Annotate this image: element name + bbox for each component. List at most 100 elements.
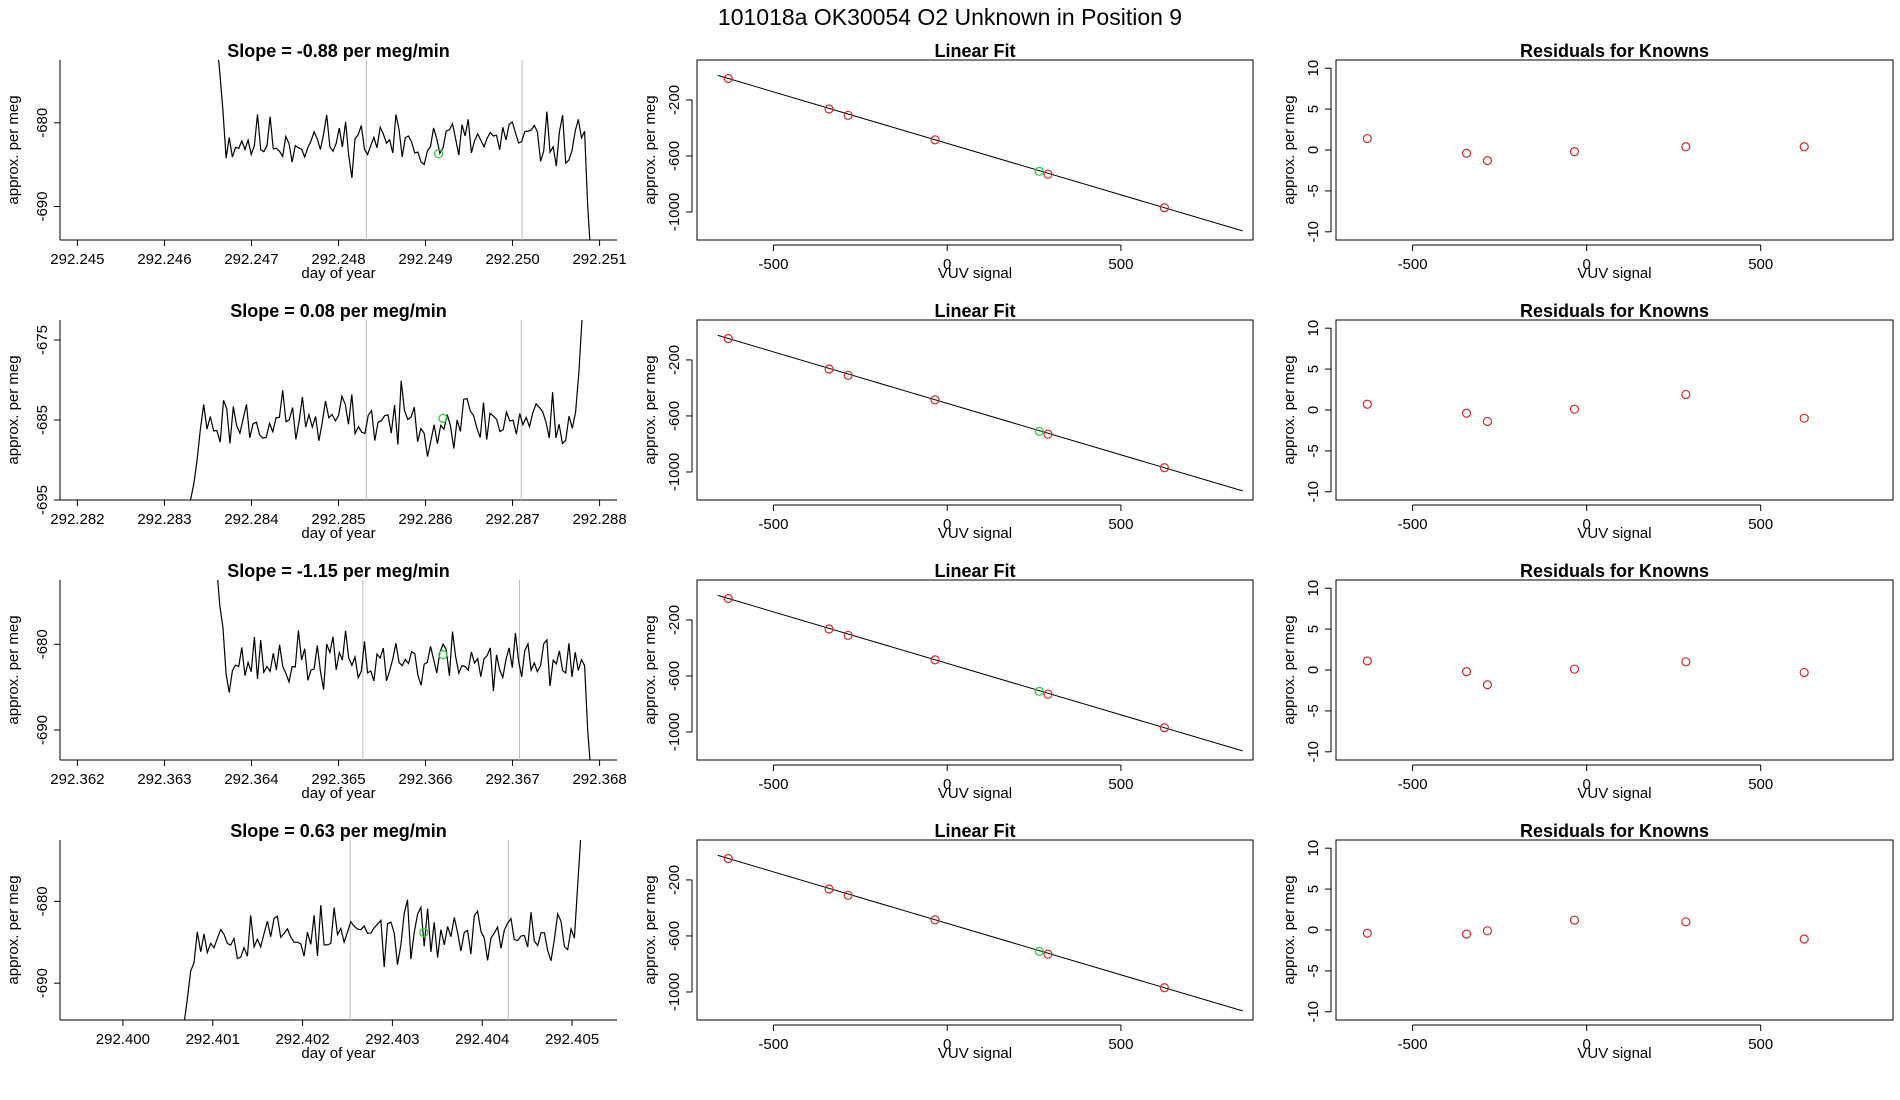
residual-point [1362,133,1372,144]
panel-title: Linear Fit [934,561,1015,581]
residuals-panel: -500 0 500 VUV signal 10 5 0 -5 -10 approx. per m… [1281,301,1894,542]
residual-point [1461,929,1472,939]
x-tick-label: 292.402 [275,1031,329,1048]
known-standard-point [843,110,853,120]
residuals-panel: -500 0 500 VUV signal 10 5 0 -5 -10 approx. per m… [1281,821,1894,1062]
x-tick-label: 292.368 [572,771,626,788]
x-tick-label: -500 [758,776,788,793]
residuals-panel: -500 0 500 VUV signal 10 5 0 -5 -10 approx. per m… [1281,561,1894,802]
linear-fit-panel: -500 0 500 VUV signal -200 -600 -1000 approx. p… [642,41,1254,282]
x-tick-label: 0 [943,1036,951,1053]
x-tick-label: 500 [1108,256,1133,273]
known-standard-point [723,333,733,344]
y-tick-label: -5 [1305,704,1322,717]
panel-title: Residuals for Knowns [1520,41,1709,61]
known-standard-point [930,655,940,665]
x-tick-label: 0 [943,516,951,533]
y-axis-label: approx. per meg [642,95,659,204]
fit-line [717,854,1243,1012]
x-axis-label: day of year [301,265,375,282]
y-tick-label: -10 [1305,221,1322,243]
panel-title: Residuals for Knowns [1520,561,1709,581]
panel-title: Linear Fit [934,41,1015,61]
known-standard-point [723,73,733,84]
known-standard-point [930,395,940,405]
panel-title: Slope = -1.15 per meg/min [227,561,450,581]
y-axis-label: approx. per meg [5,615,22,724]
y-tick-label: -200 [666,85,683,115]
linear-fit-panel: -500 0 500 VUV signal -200 -600 -1000 approx. p… [642,301,1254,542]
residual-point [1681,657,1691,667]
y-tick-label: 0 [1305,666,1322,674]
residual-point [1681,917,1691,927]
y-tick-label: -695 [34,485,51,515]
known-standard-point [843,890,853,900]
x-tick-label: 500 [1748,256,1773,273]
y-tick-label: -1000 [666,453,683,491]
panel-title: Residuals for Knowns [1520,301,1709,321]
residual-point [1799,667,1809,678]
x-tick-label: -500 [1398,516,1428,533]
x-tick-label: 292.284 [224,511,278,528]
y-tick-label: -600 [666,661,683,691]
x-tick-label: 500 [1108,516,1133,533]
residual-point [1461,408,1472,418]
known-standard-point [1159,203,1169,213]
y-tick-label: -1000 [666,713,683,751]
known-standard-point [930,135,940,145]
residuals-panel: -500 0 500 VUV signal 10 5 0 -5 -10 approx. per m… [1281,41,1894,282]
x-tick-label: 292.362 [50,771,104,788]
y-tick-label: -685 [34,405,51,435]
residual-point [1362,656,1372,666]
unknown-sample-point [1034,426,1044,437]
known-standard-point [930,915,940,925]
x-tick-label: 292.365 [311,771,365,788]
x-tick-label: 292.401 [186,1031,240,1048]
y-axis-label: approx. per meg [1281,95,1298,204]
y-axis-label: approx. per meg [642,615,659,724]
y-tick-label: 5 [1305,105,1322,113]
y-axis-label: approx. per meg [642,875,659,984]
x-tick-label: -500 [1398,256,1428,273]
known-standard-point [1159,983,1169,993]
x-tick-label: 292.287 [485,511,539,528]
x-tick-label: 292.404 [455,1031,509,1048]
unknown-sample-point [1034,686,1044,697]
x-tick-label: -500 [758,256,788,273]
timeseries-panel: 292.362 292.363 292.364 292.365 292.366 292.3… [5,561,627,802]
unknown-sample-point [433,149,444,159]
plot-frame [696,319,1254,501]
plot-frame [1335,579,1894,761]
plot-frame [1335,839,1894,1021]
x-tick-label: 292.283 [137,511,191,528]
x-axis-label: VUV signal [938,785,1012,802]
plot-frame [696,839,1254,1021]
x-tick-label: 292.249 [398,251,452,268]
y-tick-label: -690 [34,968,51,998]
timeseries-panel: 292.400 292.401 292.402 292.403 292.404 292.4… [5,821,617,1062]
x-tick-label: 500 [1108,776,1133,793]
known-standard-point [723,593,733,604]
plot-frame [696,579,1254,761]
panel-title: Slope = 0.08 per meg/min [230,301,447,321]
x-axis-label: VUV signal [1577,1045,1651,1062]
x-tick-label: 0 [943,776,951,793]
y-tick-label: -680 [34,108,51,138]
y-tick-label: -600 [666,921,683,951]
residual-point [1482,416,1493,427]
y-tick-label: 0 [1305,406,1322,414]
y-tick-label: -5 [1305,964,1322,977]
y-tick-label: 0 [1305,926,1322,934]
fit-line [717,74,1243,232]
y-tick-label: -10 [1305,481,1322,503]
chart-panels: 292.245 292.246 292.247 292.248 292.249 292.2… [5,41,1894,1062]
y-tick-label: -5 [1305,444,1322,457]
x-axis-label: VUV signal [1577,525,1651,542]
y-tick-label: 10 [1305,580,1322,597]
panel-title: Residuals for Knowns [1520,821,1709,841]
x-tick-label: 500 [1748,1036,1773,1053]
x-tick-label: 292.366 [398,771,452,788]
known-standard-point [723,853,733,864]
x-axis-label: VUV signal [938,265,1012,282]
linear-fit-panel: -500 0 500 VUV signal -200 -600 -1000 approx. p… [642,821,1254,1062]
